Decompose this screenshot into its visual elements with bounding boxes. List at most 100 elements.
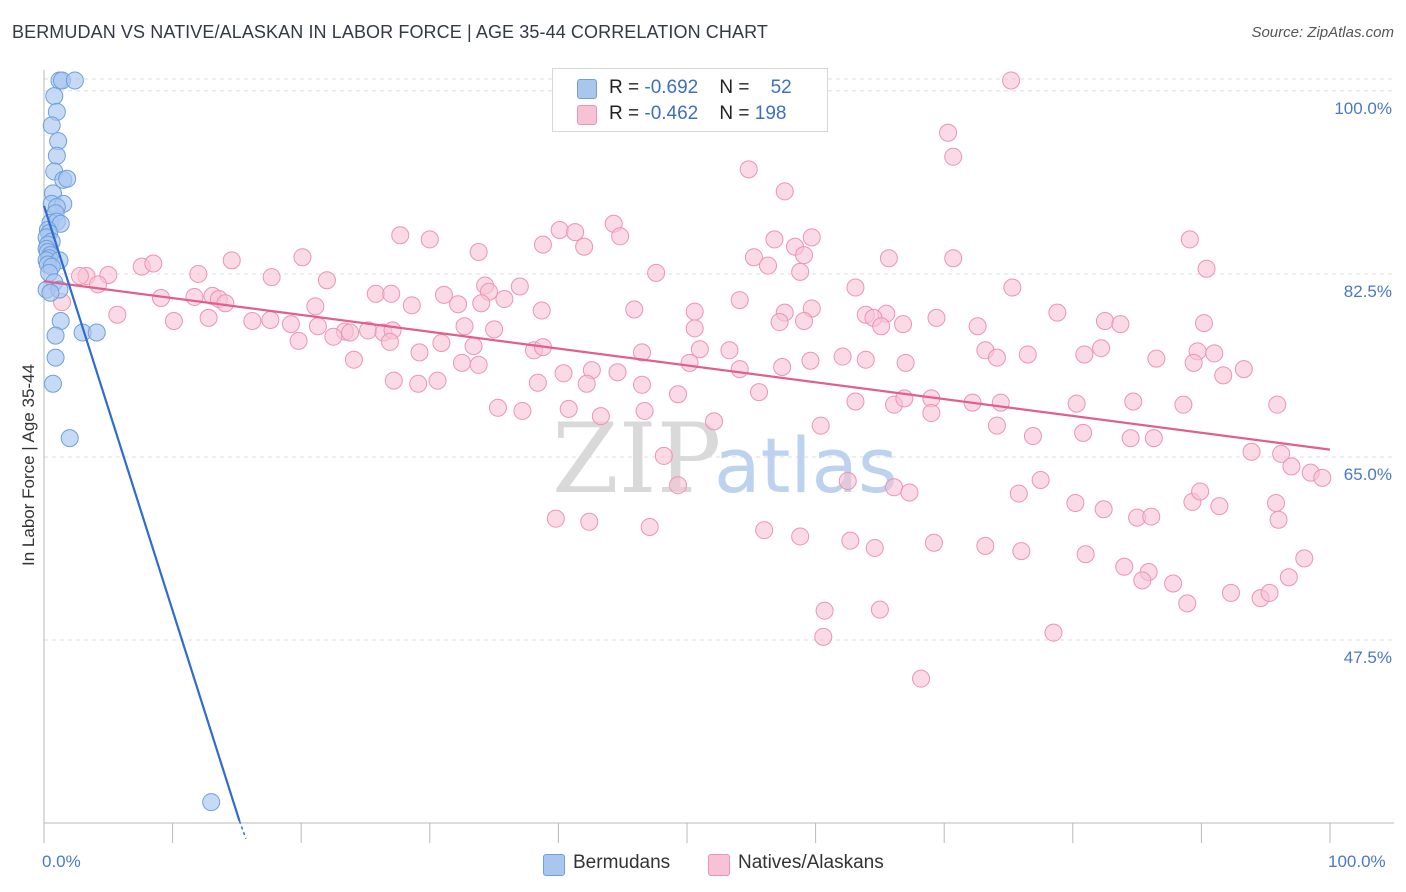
bermudans-point: [45, 87, 64, 106]
bermudans-point: [42, 116, 61, 135]
natives-point: [452, 353, 471, 372]
natives-point: [308, 317, 327, 336]
natives-point: [1023, 427, 1042, 446]
natives-point: [690, 340, 709, 359]
natives-point: [801, 351, 820, 370]
natives-point: [464, 337, 483, 356]
watermark-atlas: atlas: [714, 421, 898, 510]
natives-point: [1164, 574, 1183, 593]
bermudans-point: [41, 283, 60, 302]
natives-point: [469, 242, 488, 261]
natives-point: [533, 235, 552, 254]
natives-point: [1174, 395, 1193, 414]
natives-point: [680, 353, 699, 372]
natives-point: [838, 472, 857, 491]
natives-point: [189, 264, 208, 283]
bermudans-point: [87, 323, 106, 342]
natives-point: [472, 294, 491, 313]
natives-point: [685, 319, 704, 338]
y-tick-label: 100.0%: [1334, 98, 1392, 118]
bermudans-point: [60, 429, 79, 448]
natives-point: [432, 333, 451, 352]
natives-point: [872, 317, 891, 336]
natives-point: [894, 315, 913, 334]
natives-point: [1092, 339, 1111, 358]
natives-point: [510, 277, 529, 296]
legend-swatch-bermudans: [577, 79, 597, 99]
natives-point: [243, 312, 262, 330]
natives-point: [987, 416, 1006, 435]
natives-point: [1003, 278, 1022, 297]
legend-r-value: -0.692: [644, 77, 699, 98]
natives-point: [532, 301, 551, 320]
natives-point: [939, 123, 958, 142]
natives-point: [654, 446, 673, 465]
natives-point: [324, 327, 343, 346]
stats-legend: R = -0.692 N = 52 R = -0.462 N = 198: [552, 68, 828, 132]
natives-point: [841, 531, 860, 550]
natives-point: [1094, 500, 1113, 519]
natives-point: [1279, 568, 1298, 587]
natives-point: [144, 254, 163, 273]
natives-point: [625, 300, 644, 319]
natives-point: [391, 226, 410, 245]
natives-point: [944, 249, 963, 268]
natives-point: [410, 343, 429, 362]
y-tick-label: 82.5%: [1343, 281, 1392, 301]
natives-point: [289, 331, 308, 350]
natives-label: Natives/Alaskans: [738, 852, 884, 873]
natives-point: [1184, 353, 1203, 372]
bermudans-point: [58, 169, 77, 188]
natives-point: [730, 291, 749, 310]
natives-point: [488, 398, 507, 417]
legend-r-label: R =: [609, 77, 645, 98]
natives-point: [1260, 583, 1279, 602]
natives-point: [856, 350, 875, 369]
natives-point: [281, 315, 300, 334]
natives-point: [89, 275, 108, 294]
natives-point: [833, 347, 852, 366]
bermudans-point: [65, 71, 84, 90]
natives-point: [485, 320, 504, 339]
y-tick-label: 47.5%: [1343, 647, 1392, 667]
natives-point: [1048, 303, 1067, 322]
natives-point: [640, 518, 659, 537]
natives-point: [885, 478, 904, 497]
natives-point: [409, 374, 428, 393]
natives-point: [1002, 71, 1021, 90]
natives-point: [434, 285, 453, 304]
natives-point: [1282, 457, 1301, 476]
natives-point: [71, 267, 90, 286]
natives-point: [550, 221, 569, 240]
natives-point: [185, 287, 204, 306]
natives-point: [317, 271, 336, 290]
natives-point: [580, 512, 599, 531]
natives-point: [420, 230, 439, 249]
natives-point: [900, 483, 919, 502]
natives-point: [815, 601, 834, 620]
natives-point: [611, 227, 630, 246]
natives-point: [1066, 493, 1085, 512]
bermudans-point: [202, 793, 221, 812]
natives-point: [912, 669, 931, 688]
natives-point: [577, 374, 596, 393]
x-tick-label: 100.0%: [1328, 852, 1386, 871]
natives-point: [802, 228, 821, 247]
natives-point: [1147, 349, 1166, 368]
watermark-zip: ZIP: [552, 403, 721, 515]
natives-point: [770, 313, 789, 332]
legend-n-value: 198: [754, 103, 787, 124]
natives-point: [739, 160, 758, 179]
natives-point: [730, 360, 749, 379]
natives-point: [1197, 259, 1216, 278]
watermark: ZIP atlas: [552, 403, 898, 515]
natives-point: [1076, 545, 1095, 564]
natives-point: [1214, 366, 1233, 385]
natives-point: [449, 295, 468, 314]
natives-point: [554, 364, 573, 383]
natives-point: [1180, 230, 1199, 249]
natives-point: [575, 237, 594, 256]
natives-point: [1268, 395, 1287, 414]
chart-title: BERMUDAN VS NATIVE/ALASKAN IN LABOR FORC…: [12, 22, 768, 42]
